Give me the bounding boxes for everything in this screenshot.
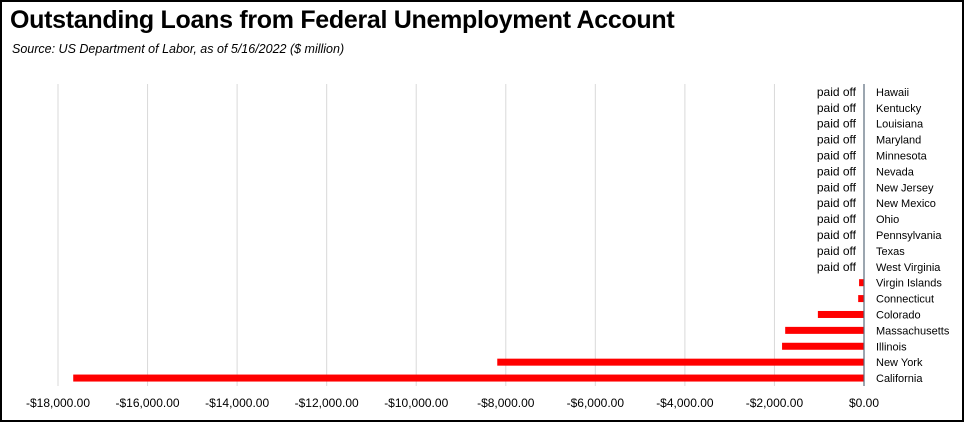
data-label: paid off [817, 101, 857, 115]
data-label: paid off [817, 180, 857, 194]
data-label: paid off [817, 85, 857, 99]
data-label: paid off [817, 244, 857, 258]
category-label: Virgin Islands [876, 278, 942, 290]
x-tick-label: -$16,000.00 [116, 396, 180, 410]
x-tick-label: -$8,000.00 [477, 396, 535, 410]
category-label: Nevada [876, 166, 915, 178]
x-tick-label: $0.00 [849, 396, 879, 410]
bar [817, 310, 864, 318]
category-label: Massachusetts [876, 325, 950, 337]
category-label: Kentucky [876, 103, 922, 115]
category-label: Hawaii [876, 87, 909, 99]
category-label: West Virginia [876, 262, 941, 274]
bar [785, 326, 864, 334]
category-label: Illinois [876, 341, 907, 353]
bar [497, 358, 864, 366]
bar [73, 374, 865, 382]
x-tick-label: -$12,000.00 [295, 396, 359, 410]
category-label: Pennsylvania [876, 230, 942, 242]
data-label: paid off [817, 196, 857, 210]
category-label: Louisiana [876, 119, 924, 131]
data-label: paid off [817, 164, 857, 178]
x-tick-label: -$6,000.00 [567, 396, 625, 410]
data-label: paid off [817, 260, 857, 274]
bar [858, 295, 864, 303]
category-label: New Jersey [876, 182, 934, 194]
category-label: Ohio [876, 214, 899, 226]
x-tick-label: -$14,000.00 [205, 396, 269, 410]
category-label: Connecticut [876, 294, 934, 306]
category-label: New York [876, 357, 923, 369]
category-label: Texas [876, 246, 905, 258]
data-label: paid off [817, 212, 857, 226]
category-label: New Mexico [876, 198, 936, 210]
category-label: Minnesota [876, 151, 928, 163]
data-label: paid off [817, 117, 857, 131]
data-label: paid off [817, 228, 857, 242]
x-tick-label: -$10,000.00 [384, 396, 448, 410]
data-label: paid off [817, 133, 857, 147]
data-label: paid off [817, 149, 857, 163]
category-label: California [876, 373, 923, 385]
category-label: Maryland [876, 135, 921, 147]
bar [859, 279, 864, 287]
chart-subtitle: Source: US Department of Labor, as of 5/… [12, 42, 345, 56]
bar [782, 342, 864, 350]
x-tick-label: -$2,000.00 [746, 396, 804, 410]
x-tick-label: -$4,000.00 [656, 396, 714, 410]
chart-title: Outstanding Loans from Federal Unemploym… [10, 6, 675, 34]
x-tick-label: -$18,000.00 [26, 396, 90, 410]
category-label: Colorado [876, 309, 921, 321]
